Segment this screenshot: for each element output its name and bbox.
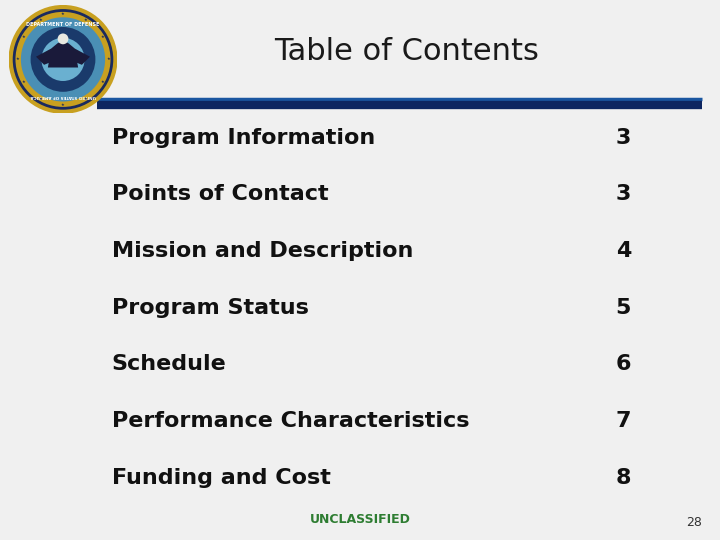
Text: Table of Contents: Table of Contents — [274, 37, 539, 66]
Polygon shape — [36, 49, 58, 65]
Polygon shape — [68, 49, 90, 65]
Text: Points of Contact: Points of Contact — [112, 184, 328, 205]
Text: 5: 5 — [616, 298, 631, 318]
Text: 7: 7 — [616, 411, 631, 431]
Circle shape — [31, 27, 95, 92]
Text: ★: ★ — [16, 57, 19, 62]
Polygon shape — [48, 40, 78, 68]
Text: ★: ★ — [107, 57, 110, 62]
Circle shape — [42, 38, 85, 81]
Text: Schedule: Schedule — [112, 354, 226, 375]
Text: 8: 8 — [616, 468, 631, 488]
Text: 6: 6 — [616, 354, 631, 375]
Text: ★: ★ — [84, 18, 88, 22]
Text: Performance Characteristics: Performance Characteristics — [112, 411, 469, 431]
Text: UNCLASSIFIED: UNCLASSIFIED — [310, 513, 410, 526]
Text: 28: 28 — [686, 516, 702, 529]
Text: Mission and Description: Mission and Description — [112, 241, 413, 261]
Text: ★: ★ — [100, 80, 104, 84]
Text: Program Information: Program Information — [112, 127, 375, 148]
Circle shape — [21, 17, 105, 102]
Text: ★: ★ — [22, 35, 26, 39]
Text: ★: ★ — [38, 97, 42, 100]
Text: ★: ★ — [22, 80, 26, 84]
Text: ★: ★ — [38, 18, 42, 22]
Text: ★: ★ — [100, 35, 104, 39]
Text: Program Status: Program Status — [112, 298, 308, 318]
Circle shape — [58, 33, 68, 44]
Text: ★: ★ — [84, 97, 88, 100]
Text: 4: 4 — [616, 241, 631, 261]
Text: 3: 3 — [616, 127, 631, 148]
Circle shape — [16, 12, 110, 107]
Text: UNITED STATES OF AMERICA: UNITED STATES OF AMERICA — [30, 94, 96, 98]
Text: 3: 3 — [616, 184, 631, 205]
Circle shape — [11, 7, 115, 112]
Text: Funding and Cost: Funding and Cost — [112, 468, 330, 488]
Text: ★: ★ — [61, 103, 65, 107]
Text: ★: ★ — [61, 12, 65, 16]
Text: DEPARTMENT OF DEFENSE: DEPARTMENT OF DEFENSE — [27, 22, 99, 27]
